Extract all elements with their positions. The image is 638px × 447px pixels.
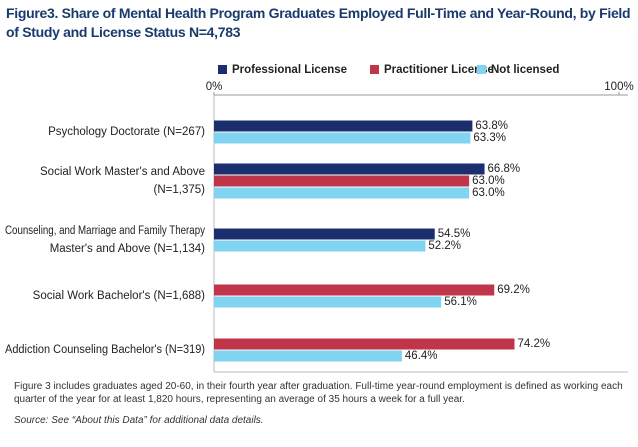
bar <box>214 228 435 240</box>
bar <box>214 175 470 187</box>
x-tick-label: 100% <box>604 81 633 93</box>
legend-label: Not licensed <box>491 64 559 76</box>
legend-swatch <box>477 65 486 74</box>
bar <box>214 120 473 132</box>
bar <box>214 296 442 308</box>
category-label: Addiction Counseling Bachelor's (N=319) <box>5 344 205 356</box>
value-label: 69.2% <box>497 284 530 296</box>
bar <box>214 132 471 144</box>
bar <box>214 187 470 199</box>
category-label: Social Work Master's and Above <box>40 166 205 178</box>
value-label: 74.2% <box>518 338 551 350</box>
legend-swatch <box>370 65 379 74</box>
value-label: 56.1% <box>444 296 477 308</box>
category-label: Counseling, and Marriage and Family Ther… <box>5 225 205 237</box>
value-label: 63.0% <box>472 187 505 199</box>
x-tick-label: 0% <box>206 81 223 93</box>
category-label: Master's and Above (N=1,134) <box>50 243 205 255</box>
bar <box>214 350 402 362</box>
bar <box>214 338 515 350</box>
chart-title: Figure3. Share of Mental Health Program … <box>6 5 631 40</box>
legend-swatch <box>218 65 227 74</box>
value-label: 63.8% <box>475 120 508 132</box>
value-label: 54.5% <box>438 228 471 240</box>
bar <box>214 284 495 296</box>
category-label: (N=1,375) <box>154 184 206 196</box>
legend-label: Practitioner License <box>384 64 494 76</box>
bar <box>214 240 426 252</box>
value-label: 52.2% <box>428 240 461 252</box>
bar <box>214 163 485 175</box>
category-label: Psychology Doctorate (N=267) <box>48 126 205 138</box>
notes: Figure 3 includes graduates aged 20-60, … <box>14 381 623 405</box>
value-label: 63.0% <box>472 175 505 187</box>
category-label: Social Work Bachelor's (N=1,688) <box>33 290 205 302</box>
value-label: 66.8% <box>488 163 521 175</box>
value-label: 63.3% <box>473 132 506 144</box>
source: Source: See “About this Data” for additi… <box>14 415 264 426</box>
legend-label: Professional License <box>232 64 347 76</box>
value-label: 46.4% <box>405 350 438 362</box>
